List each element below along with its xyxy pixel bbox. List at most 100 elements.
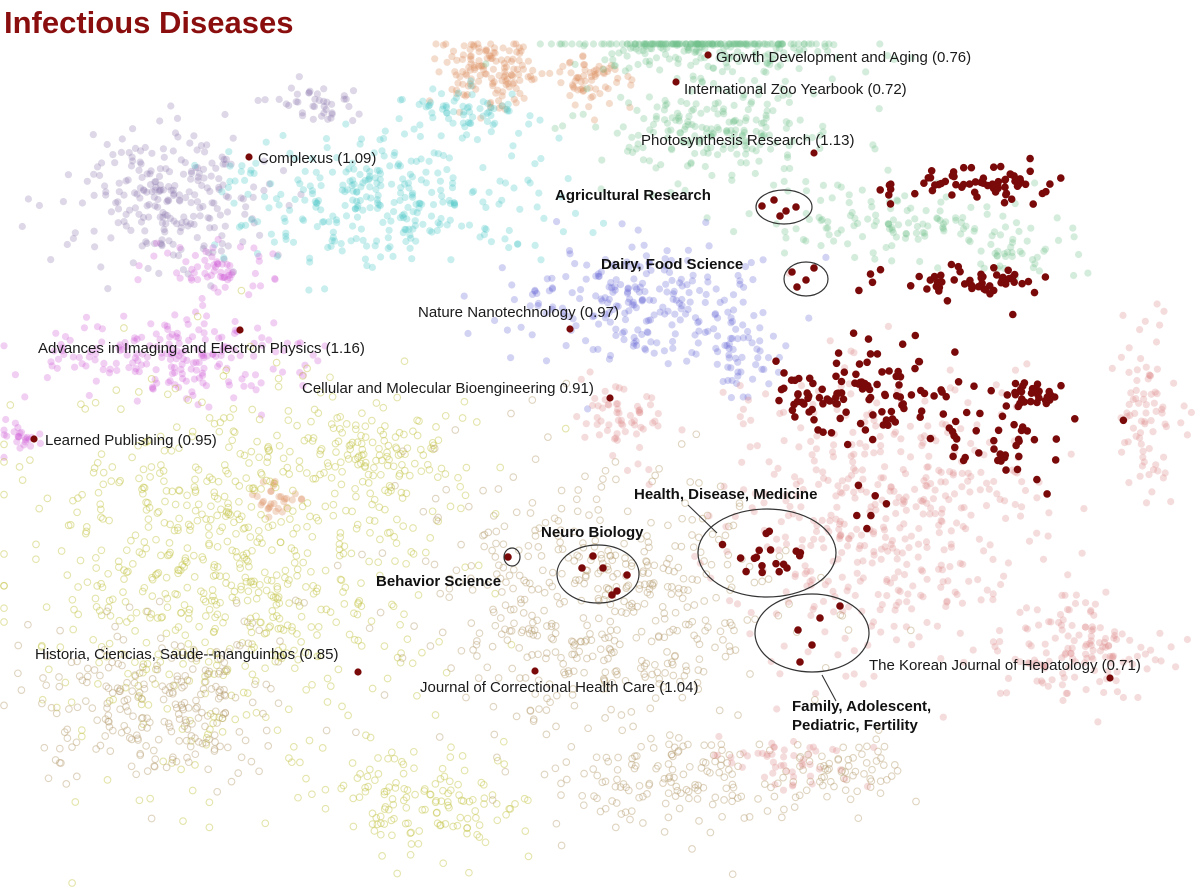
background-point (937, 517, 945, 525)
background-point (1082, 686, 1090, 694)
background-point (471, 64, 479, 72)
background-point (837, 226, 845, 234)
background-point (698, 78, 706, 87)
background-point (215, 427, 224, 436)
background-point (581, 433, 589, 441)
background-point (503, 75, 512, 83)
background-point (253, 492, 261, 500)
background-point (952, 216, 960, 224)
background-point (841, 775, 849, 783)
background-point (664, 360, 672, 368)
background-point (868, 203, 876, 211)
background-point (661, 116, 669, 124)
background-point (408, 173, 416, 181)
background-point (741, 142, 749, 150)
background-point (402, 803, 411, 812)
background-point (224, 183, 232, 192)
highlight-point (911, 364, 919, 373)
background-point (237, 168, 245, 176)
background-point (781, 533, 790, 541)
background-point (897, 435, 905, 443)
background-point (351, 421, 360, 430)
background-point (678, 282, 686, 290)
background-point (358, 409, 366, 418)
background-point (843, 542, 852, 550)
background-point (273, 252, 281, 260)
background-point (692, 40, 700, 48)
background-point (736, 382, 744, 390)
background-point (503, 636, 512, 644)
background-point (693, 795, 702, 803)
background-point (922, 538, 931, 546)
background-point (435, 637, 443, 646)
background-point (722, 127, 731, 135)
background-point (163, 211, 171, 220)
background-point (333, 219, 341, 227)
background-point (775, 546, 783, 554)
background-point (465, 868, 473, 877)
background-point (144, 523, 153, 531)
background-point (540, 770, 549, 779)
background-point (540, 214, 548, 222)
background-point (719, 107, 727, 116)
background-point (869, 141, 877, 149)
background-point (796, 116, 804, 124)
background-point (274, 382, 283, 391)
background-point (500, 59, 508, 67)
background-point (234, 769, 243, 777)
background-point (144, 701, 153, 709)
background-point (488, 796, 497, 804)
background-point (528, 76, 536, 84)
background-point (411, 790, 419, 799)
background-point (732, 354, 740, 362)
background-point (524, 176, 532, 184)
background-point (696, 139, 704, 147)
background-point (301, 196, 309, 204)
background-point (345, 102, 353, 111)
background-point (626, 103, 634, 111)
background-point (625, 143, 633, 151)
background-point (790, 40, 798, 48)
background-point (306, 258, 314, 266)
background-point (604, 85, 612, 93)
background-point (762, 114, 770, 122)
background-point (215, 183, 223, 191)
background-point (340, 92, 348, 100)
background-point (459, 51, 467, 59)
background-point (1087, 637, 1095, 645)
background-point (498, 196, 506, 204)
background-point (376, 830, 385, 839)
background-point (207, 502, 215, 511)
background-point (580, 579, 589, 588)
background-point (806, 744, 814, 752)
background-point (703, 144, 711, 153)
background-point (704, 273, 712, 281)
background-point (859, 574, 867, 582)
background-point (490, 78, 498, 86)
background-point (1023, 237, 1031, 245)
background-point (750, 40, 758, 48)
background-point (135, 166, 143, 174)
background-point (24, 620, 32, 629)
background-point (691, 122, 699, 130)
background-point (907, 532, 916, 540)
background-point (613, 626, 621, 634)
background-point (876, 432, 884, 441)
background-point (159, 145, 167, 153)
background-point (879, 761, 888, 769)
background-point (83, 177, 91, 185)
background-point (450, 108, 458, 116)
background-point (272, 507, 280, 515)
background-point (638, 296, 646, 304)
background-point (508, 664, 517, 673)
background-point (531, 287, 539, 295)
background-point (370, 463, 378, 472)
background-point (427, 212, 436, 220)
background-point (466, 108, 474, 116)
background-point (206, 515, 215, 524)
background-point (1041, 640, 1049, 648)
background-point (257, 485, 265, 493)
background-point (512, 99, 520, 107)
background-point (458, 222, 466, 230)
background-point (713, 360, 721, 368)
